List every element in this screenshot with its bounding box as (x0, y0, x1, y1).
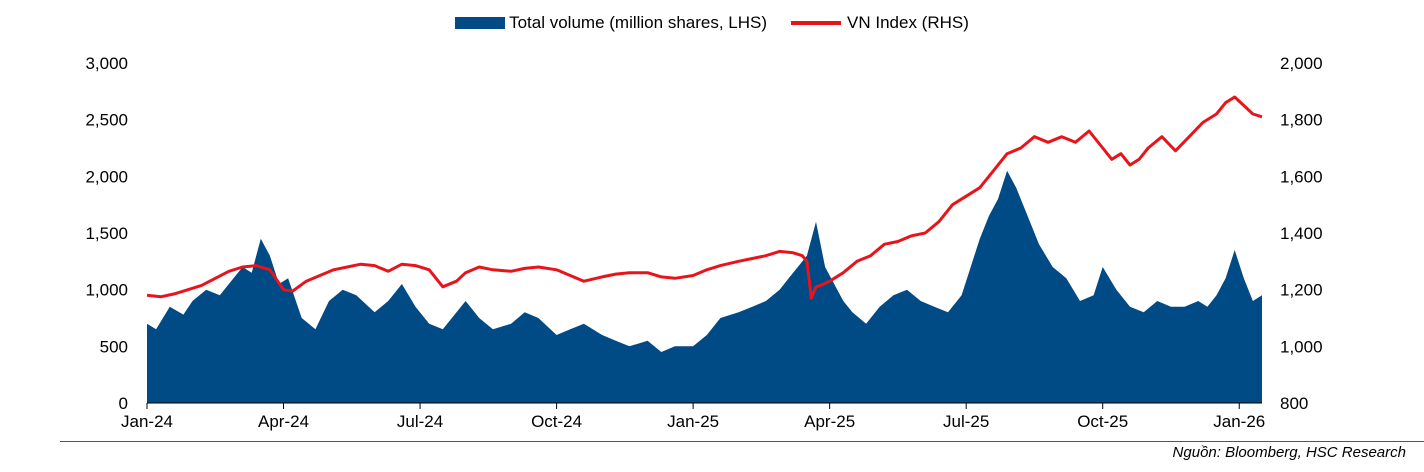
left-tick-label: 3,000 (85, 54, 128, 73)
right-tick-label: 1,800 (1280, 111, 1323, 130)
right-tick-label: 1,400 (1280, 224, 1323, 243)
x-tick-label: Jan-26 (1213, 412, 1265, 431)
left-tick-label: 2,500 (85, 111, 128, 130)
legend-label-volume: Total volume (million shares, LHS) (509, 13, 768, 32)
x-tick-label: Jan-25 (667, 412, 719, 431)
chart-legend: Total volume (million shares, LHS) VN In… (0, 11, 1424, 35)
right-tick-label: 1,600 (1280, 167, 1323, 186)
x-tick-label: Jul-24 (397, 412, 443, 431)
legend-swatch-volume (455, 17, 506, 29)
right-tick-label: 2,000 (1280, 54, 1323, 73)
left-tick-label: 500 (100, 337, 128, 356)
left-tick-label: 1,000 (85, 281, 128, 300)
source-note: Nguồn: Bloomberg, HSC Research (1172, 444, 1406, 461)
x-tick-label: Apr-25 (804, 412, 855, 431)
source-divider (60, 441, 1424, 442)
left-tick-label: 1,500 (85, 224, 128, 243)
right-tick-label: 1,000 (1280, 337, 1323, 356)
right-tick-label: 1,200 (1280, 281, 1323, 300)
x-tick-label: Jul-25 (943, 412, 989, 431)
vn-index-line (146, 95, 1263, 300)
right-tick-label: 800 (1280, 394, 1308, 413)
legend-swatch-index (791, 21, 842, 25)
left-tick-label: 2,000 (85, 167, 128, 186)
x-tick-label: Oct-25 (1077, 412, 1128, 431)
legend-item-volume: Total volume (million shares, LHS) (455, 13, 767, 33)
x-tick-label: Oct-24 (531, 412, 582, 431)
x-tick-label: Apr-24 (258, 412, 309, 431)
chart-canvas: 0 500 1,000 1,500 2,000 2,500 3,000 800 1,000 1,2… (85, 54, 1323, 431)
legend-item-index: VN Index (RHS) (791, 13, 969, 33)
legend-label-index: VN Index (RHS) (847, 13, 969, 32)
x-tick-label: Jan-24 (121, 412, 173, 431)
left-tick-label: 0 (119, 394, 128, 413)
volume-area (147, 170, 1262, 403)
